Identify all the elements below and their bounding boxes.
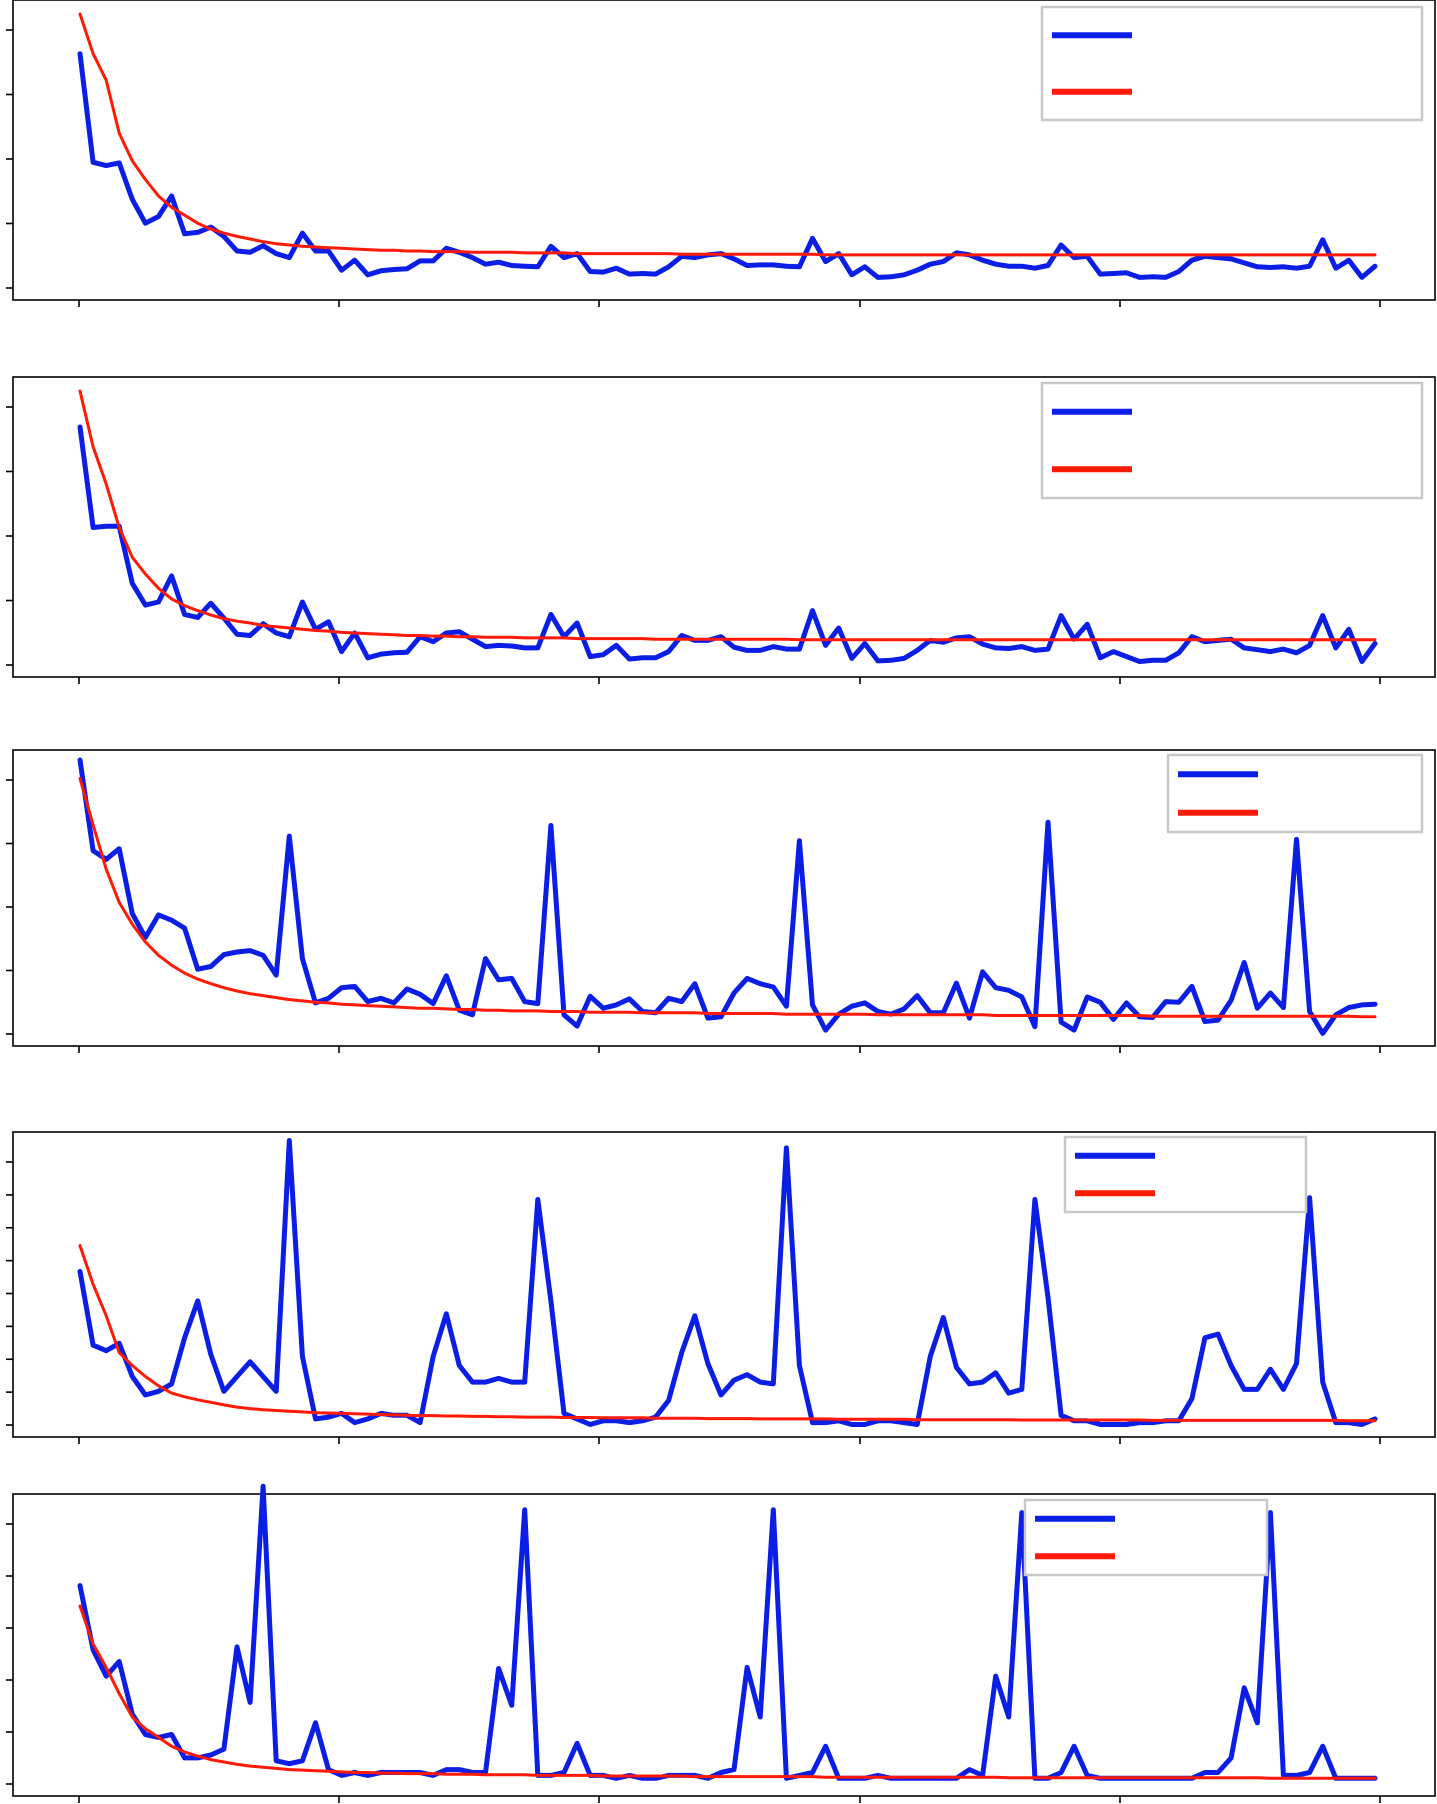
- series-points-red: [79, 778, 1376, 1017]
- legend-box: [1063, 1135, 1308, 1214]
- series-line-red: [78, 1604, 1377, 1780]
- plot-frame: [12, 376, 1436, 678]
- series-line-red: [78, 389, 1377, 642]
- legend-box: [1023, 1498, 1269, 1577]
- series-points-blue: [79, 53, 1376, 278]
- series-points-red: [79, 1245, 1376, 1421]
- series-points-red: [79, 390, 1376, 640]
- series-points-red: [79, 13, 1376, 255]
- series-line-red: [78, 12, 1377, 257]
- chart-panel-3: [6, 749, 1436, 1053]
- chart-panel-1: [6, 0, 1436, 307]
- plot-frame: [12, 1131, 1436, 1438]
- chart-panel-4: [6, 1131, 1436, 1444]
- plot-frame: [12, 749, 1436, 1047]
- series-line-blue: [77, 757, 1378, 1036]
- legend-box: [1040, 381, 1424, 500]
- series-line-red: [78, 777, 1377, 1019]
- series-line-red: [78, 1244, 1377, 1423]
- legend: [1063, 1135, 1308, 1214]
- plot-frame: [12, 0, 1436, 301]
- legend-box: [1040, 5, 1424, 122]
- chart-panel-2: [6, 376, 1436, 684]
- series-points-blue: [79, 759, 1376, 1034]
- legend: [1040, 5, 1424, 122]
- legend: [1023, 1498, 1269, 1577]
- plot-frame: [12, 1493, 1436, 1797]
- legend: [1040, 381, 1424, 500]
- series-line-blue: [77, 424, 1378, 664]
- legend: [1166, 753, 1424, 834]
- series-points-red: [79, 1605, 1376, 1779]
- chart-panel-5: [6, 1483, 1436, 1803]
- legend-box: [1166, 753, 1424, 834]
